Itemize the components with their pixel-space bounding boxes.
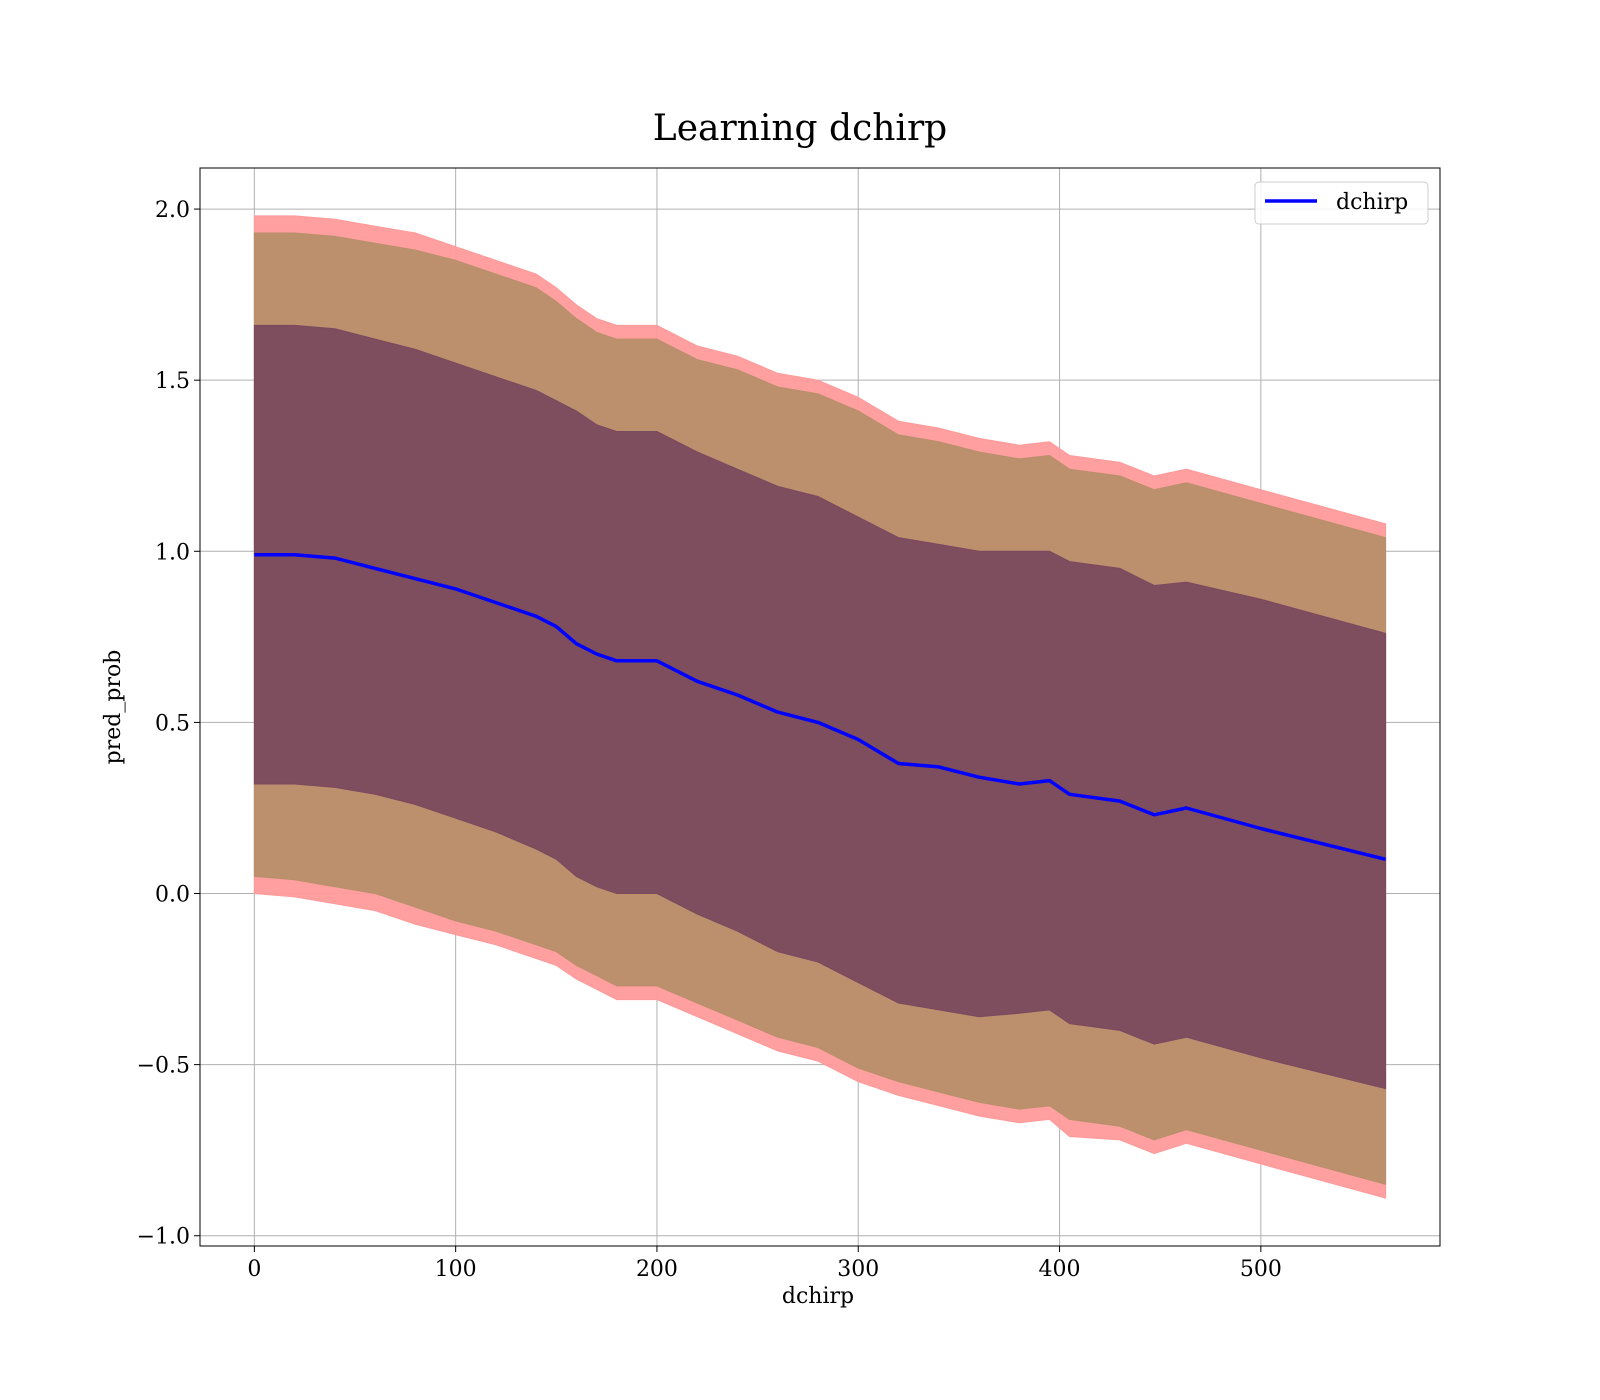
x-tick-label: 400 [1039,1257,1081,1282]
legend-box [1254,181,1429,225]
inner-band [253,324,1387,1090]
x-tick-label: 200 [636,1257,678,1282]
legend-label: dchirp [1336,190,1408,215]
axis-ticks: 0 100 200 300 400 500 −1.0 −0.5 0.0 0.5 1.0 1.5 2.0 [137,198,1282,1282]
x-tick-label: 500 [1240,1257,1282,1282]
x-tick-label: 300 [837,1257,879,1282]
y-tick-label: −1.0 [137,1225,190,1250]
chart-title: Learning dchirp [653,108,947,149]
x-tick-label: 0 [247,1257,261,1282]
confidence-bands [253,215,1387,1199]
series-lines [254,552,1387,861]
series-line-dchirp [254,552,1387,861]
y-tick-label: −0.5 [137,1054,190,1079]
x-axis-label: dchirp [782,1284,854,1309]
plot-frame [199,167,1441,1247]
legend: dchirp [1254,181,1429,225]
y-tick-label: 0.0 [155,883,190,908]
y-tick-label: 1.0 [155,540,190,565]
y-axis-label: pred_prob [101,650,126,765]
y-tick-label: 0.5 [155,711,190,736]
y-tick-label: 1.5 [155,369,190,394]
x-tick-label: 100 [435,1257,477,1282]
y-tick-label: 2.0 [155,198,190,223]
